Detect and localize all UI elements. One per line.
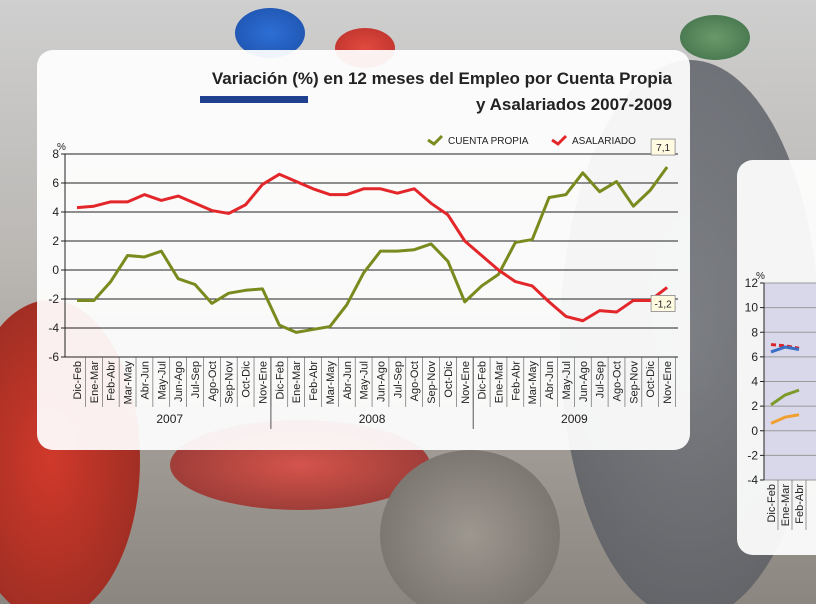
x-tick-label: Nov-Ene (460, 361, 472, 404)
y-tick-label: 0 (751, 424, 758, 438)
chart-title: Variación (%) en 12 meses del Empleo por… (212, 69, 673, 88)
value-label: 7,1 (656, 143, 670, 154)
x-tick-label: Jun-Ago (578, 361, 590, 402)
x-tick-label: Jun-Ago (173, 361, 185, 402)
x-tick-label: May-Jul (561, 361, 573, 400)
x-tick-label: Oct-Dic (241, 361, 253, 398)
x-tick-label: Jul-Sep (595, 361, 607, 398)
y-tick-label: 4 (751, 375, 758, 389)
x-tick-label: Dic-Feb (72, 361, 84, 400)
x-tick-label: Ago-Oct (409, 361, 421, 401)
year-label: 2008 (359, 412, 386, 426)
x-tick-label: Feb-Abr (308, 361, 320, 401)
y-tick-label: -6 (48, 350, 59, 364)
x-tick-label: Nov-Ene (662, 361, 674, 404)
y-tick-label: 10 (745, 301, 759, 315)
x-tick-label: Oct-Dic (443, 361, 455, 398)
x-tick-label: Dic-Feb (274, 361, 286, 400)
y-tick-label: -4 (747, 473, 758, 487)
x-tick-label: Ago-Oct (612, 361, 624, 401)
x-tick-label: Abr-Jun (342, 361, 354, 400)
legend-label: CUENTA PROPIA (448, 136, 529, 147)
year-label: 2009 (561, 412, 588, 426)
x-tick-label: Sep-Nov (426, 361, 438, 404)
y-tick-label: -2 (747, 448, 758, 462)
x-tick-label: Jun-Ago (375, 361, 387, 402)
x-tick-label: Ene-Mar (89, 361, 101, 404)
y-tick-label: -2 (48, 292, 59, 306)
x-tick-label: Jul-Sep (392, 361, 404, 398)
x-tick-label: May-Jul (156, 361, 168, 400)
x-tick-label: Jul-Sep (190, 361, 202, 398)
x-tick-label: Dic-Feb (477, 361, 489, 400)
chart: Variación (%) en 12 meses del Empleo por… (0, 0, 816, 604)
x-tick-label: Ene-Mar (494, 361, 506, 404)
x-tick-label: Mar-May (527, 361, 539, 405)
x-tick-label: Abr-Jun (544, 361, 556, 400)
x-tick-label: Feb-Abr (106, 361, 118, 401)
x-tick-label: May-Jul (359, 361, 371, 400)
y-tick-label: -4 (48, 321, 59, 335)
y-tick-label: 6 (751, 350, 758, 364)
x-tick-label: Mar-May (123, 361, 135, 405)
x-tick-label: Oct-Dic (645, 361, 657, 398)
x-tick-label: Dic-Feb (766, 484, 778, 523)
x-tick-label: Sep-Nov (224, 361, 236, 404)
x-tick-label: Nov-Ene (257, 361, 269, 404)
x-tick-label: Ene-Mar (780, 484, 792, 527)
y-tick-label: 0 (52, 263, 59, 277)
x-tick-label: Sep-Nov (628, 361, 640, 404)
y-unit: % (756, 271, 765, 282)
value-label: -1,2 (654, 299, 672, 310)
title-accent (200, 96, 308, 103)
legend-label: ASALARIADO (572, 136, 636, 147)
x-tick-label: Feb-Abr (794, 484, 806, 524)
y-tick-label: 8 (751, 325, 758, 339)
year-label: 2007 (156, 412, 183, 426)
x-tick-label: Ago-Oct (207, 361, 219, 401)
y-tick-label: 4 (52, 205, 59, 219)
x-tick-label: Abr-Jun (139, 361, 151, 400)
x-tick-label: Ene-Mar (291, 361, 303, 404)
y-tick-label: 2 (52, 234, 59, 248)
y-tick-label: 2 (751, 399, 758, 413)
x-tick-label: Mar-May (325, 361, 337, 405)
x-tick-label: Feb-Abr (510, 361, 522, 401)
chart-subtitle: y Asalariados 2007-2009 (476, 95, 672, 114)
y-tick-label: 6 (52, 176, 59, 190)
y-unit: % (57, 142, 66, 153)
